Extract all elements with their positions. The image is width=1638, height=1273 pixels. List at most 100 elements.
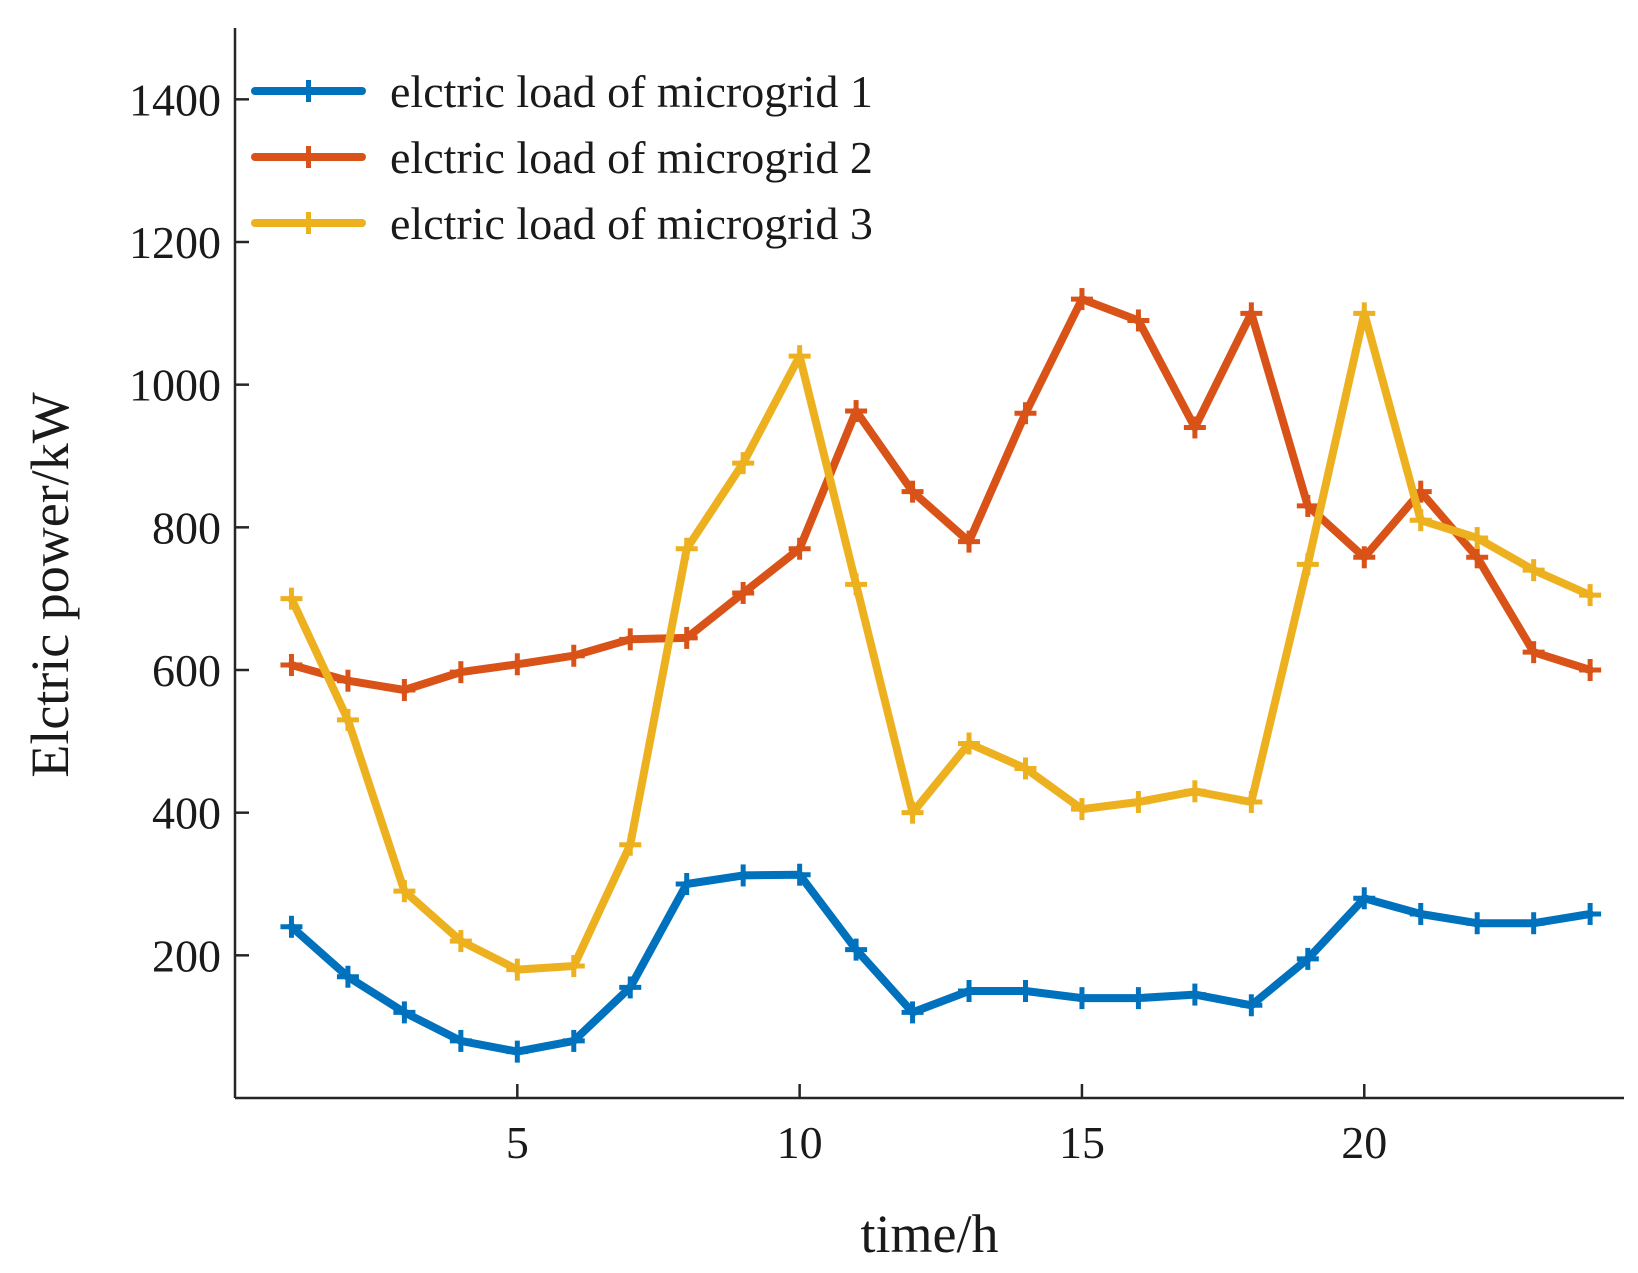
data-point <box>619 976 642 999</box>
series-line <box>287 870 1595 1056</box>
data-point <box>958 732 981 755</box>
data-point <box>506 958 529 981</box>
data-point <box>336 965 359 988</box>
data-point <box>280 587 303 610</box>
series-line <box>287 309 1595 974</box>
data-point <box>1466 912 1489 935</box>
data-point <box>1522 912 1545 935</box>
y-tick-label: 400 <box>152 788 221 839</box>
data-point <box>732 581 755 604</box>
data-point <box>788 863 811 886</box>
data-point <box>506 1040 529 1063</box>
x-tick-label: 10 <box>777 1117 823 1168</box>
ticks: 200 400 600 800 1000 1200 1400 5 10 15 20 <box>129 74 1387 1168</box>
data-point <box>901 801 924 824</box>
data-point <box>675 873 698 895</box>
data-point <box>506 653 529 676</box>
data-point <box>1409 902 1432 925</box>
y-tick-label: 800 <box>152 502 221 553</box>
data-point <box>1522 641 1545 664</box>
legend-label: elctric load of microgrid 2 <box>390 132 873 183</box>
data-point <box>1409 509 1432 532</box>
data-point <box>336 669 359 692</box>
data-point <box>958 530 981 553</box>
axes <box>233 28 1624 1100</box>
x-tick-label: 20 <box>1341 1117 1387 1168</box>
data-point <box>1014 757 1037 780</box>
x-axis-label: time/h <box>861 1204 999 1264</box>
data-point <box>675 537 698 560</box>
data-point <box>845 938 868 961</box>
data-point <box>845 573 868 596</box>
data-point <box>788 345 811 368</box>
series-2 <box>280 288 1602 701</box>
data-point <box>1296 553 1319 576</box>
data-point <box>732 864 755 887</box>
data-point <box>788 537 811 560</box>
data-point <box>393 880 416 903</box>
data-point <box>1579 584 1602 607</box>
data-point <box>449 930 472 953</box>
data-point <box>562 955 585 978</box>
data-point <box>619 833 642 856</box>
data-point <box>1183 780 1206 803</box>
data-point <box>1127 309 1150 332</box>
data-point <box>1014 980 1037 1002</box>
legend-item-3: elctric load of microgrid 3 <box>251 198 873 249</box>
y-tick-label: 1000 <box>129 360 221 411</box>
series-1 <box>280 863 1602 1063</box>
data-point <box>1353 887 1376 910</box>
data-point <box>562 644 585 667</box>
data-point <box>393 1001 416 1024</box>
y-tick-label: 200 <box>152 930 221 981</box>
data-point <box>1579 902 1602 925</box>
data-point <box>1240 790 1263 813</box>
legend-item-2: elctric load of microgrid 2 <box>251 132 873 183</box>
data-point <box>1296 947 1319 970</box>
data-point <box>449 661 472 684</box>
data-point <box>562 1029 585 1052</box>
legend-label: elctric load of microgrid 3 <box>390 198 873 249</box>
data-point <box>1070 987 1093 1010</box>
legend: elctric load of microgrid 1 elctric load … <box>251 66 873 249</box>
data-point <box>619 628 642 651</box>
data-point <box>1579 659 1602 681</box>
data-point <box>1014 402 1037 425</box>
series-3 <box>280 302 1602 981</box>
data-point <box>1127 790 1150 813</box>
data-point <box>280 915 303 938</box>
data-point <box>845 400 868 423</box>
data-point <box>1070 288 1093 311</box>
data-point <box>280 654 303 677</box>
x-tick-label: 5 <box>506 1117 529 1168</box>
data-point <box>1183 983 1206 1006</box>
data-point <box>901 480 924 503</box>
y-tick-label: 1200 <box>129 217 221 268</box>
x-tick-label: 15 <box>1059 1117 1105 1168</box>
y-tick-label: 600 <box>152 645 221 696</box>
data-point <box>449 1029 472 1052</box>
data-point <box>1522 559 1545 582</box>
y-axis-label: Elctric power/kW <box>20 392 80 777</box>
data-point <box>1127 987 1150 1010</box>
series-line <box>287 295 1595 694</box>
data-point <box>901 1001 924 1024</box>
data-point <box>958 980 981 1002</box>
data-point <box>1353 302 1376 325</box>
data-point <box>1070 798 1093 821</box>
data-point <box>1466 527 1489 550</box>
data-point <box>1296 494 1319 517</box>
data-point <box>1240 994 1263 1017</box>
legend-label: elctric load of microgrid 1 <box>390 66 873 117</box>
data-point <box>675 626 698 649</box>
data-point <box>393 678 416 701</box>
y-tick-label: 1400 <box>129 74 221 125</box>
data-point <box>732 452 755 475</box>
data-point <box>1183 416 1206 439</box>
legend-item-1: elctric load of microgrid 1 <box>251 66 873 117</box>
data-point <box>1353 546 1376 569</box>
data-point <box>1466 546 1489 569</box>
series-layer <box>280 288 1602 1063</box>
data-point <box>336 708 359 731</box>
